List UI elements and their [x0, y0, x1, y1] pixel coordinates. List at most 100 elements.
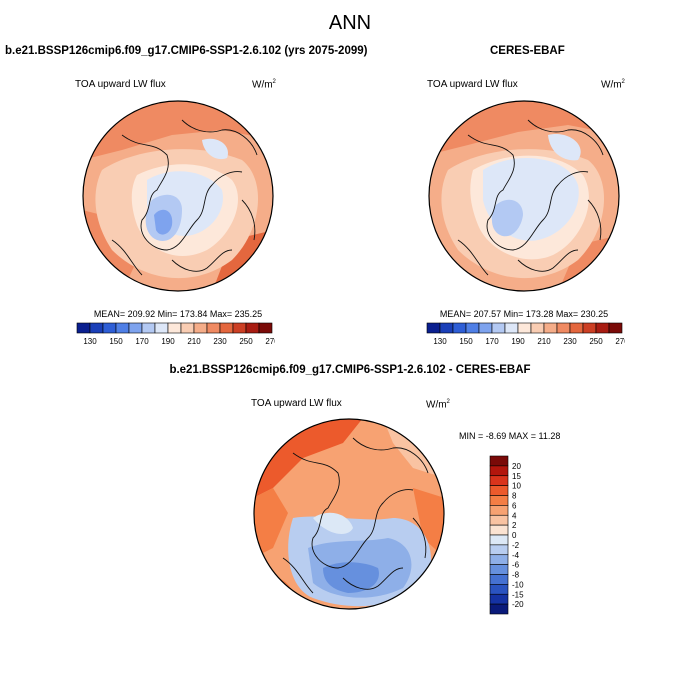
obs-variable-label: TOA upward LW flux: [427, 79, 518, 90]
model-field-layer: [83, 101, 273, 291]
diff-colorbar-tick-label: 20: [512, 462, 521, 471]
diff-colorbar-tick-label: 10: [512, 482, 521, 491]
diff-colorbar-tick-label: 0: [512, 531, 517, 540]
obs-colorbar-swatch: [582, 322, 597, 334]
obs-colorbar-tick-label: 250: [589, 337, 603, 346]
obs-colorbar-swatch: [517, 322, 532, 334]
model-colorbar-tick-label: 270: [265, 337, 275, 346]
diff-field-layer: [254, 419, 444, 609]
diff-colorbar-swatch: [489, 584, 509, 595]
model-colorbar-swatch: [128, 322, 143, 334]
model-colorbar-tick-label: 190: [161, 337, 175, 346]
model-colorbar-tick-label: 170: [135, 337, 149, 346]
model-variable-label: TOA upward LW flux: [75, 79, 166, 90]
model-colorbar-tick-label: 130: [83, 337, 97, 346]
diff-colorbar-swatch: [489, 574, 509, 585]
diff-colorbar-swatch: [489, 514, 509, 526]
model-colorbar-swatch: [193, 322, 208, 334]
model-colorbar-swatch: [115, 322, 130, 334]
obs-colorbar-tick-label: 210: [537, 337, 551, 346]
model-colorbar-swatch: [258, 322, 273, 334]
model-colorbar-swatch: [89, 322, 104, 334]
obs-colorbar-swatch: [556, 322, 571, 334]
diff-colorbar-swatch: [489, 593, 509, 605]
obs-polar-map: [428, 100, 620, 292]
diff-polar-map: [253, 418, 445, 610]
diff-colorbar-tick-label: 2: [512, 521, 517, 530]
diff-coastlines: [282, 437, 429, 594]
diff-colorbar-swatch: [489, 544, 509, 556]
model-colorbar-swatch: [102, 322, 117, 334]
diff-colorbar-tick-label: -6: [512, 561, 520, 570]
obs-colorbar-tick-label: 170: [485, 337, 499, 346]
diff-colorbar-swatch: [489, 475, 509, 486]
model-polar-map: [82, 100, 274, 292]
obs-colorbar-swatch: [569, 322, 584, 334]
model-colorbar: 130 150 170 190 210 230 250 270: [76, 322, 275, 346]
model-colorbar-swatch: [167, 322, 182, 334]
diff-units-label: W/m2: [426, 399, 450, 411]
obs-colorbar-tick-label: 130: [433, 337, 447, 346]
diff-colorbar-tick-label: 4: [512, 511, 517, 520]
diff-colorbar-tick-label: 15: [512, 472, 521, 481]
model-colorbar-swatch: [141, 322, 156, 334]
model-colorbar-swatch: [180, 322, 195, 334]
model-colorbar-swatch: [219, 322, 234, 334]
obs-colorbar-swatch: [491, 322, 506, 334]
obs-colorbar-swatch: [478, 322, 493, 334]
obs-colorbar-swatch: [452, 322, 467, 334]
model-stats: MEAN= 209.92 Min= 173.84 Max= 235.25: [93, 309, 263, 319]
obs-stats: MEAN= 207.57 Min= 173.28 Max= 230.25: [439, 309, 609, 319]
obs-colorbar-tick-label: 190: [511, 337, 525, 346]
diff-colorbar-swatch: [489, 465, 509, 477]
obs-colorbar-tick-label: 150: [459, 337, 473, 346]
diff-stats: MIN = -8.69 MAX = 11.28: [459, 431, 561, 441]
diff-colorbar-swatch: [489, 534, 509, 546]
obs-colorbar: 130 150 170 190 210 230 250 270: [426, 322, 625, 346]
diff-colorbar-tick-label: 8: [512, 492, 517, 501]
obs-coastlines: [457, 119, 604, 276]
model-panel-title: b.e21.BSSP126cmip6.f09_g17.CMIP6-SSP1-2.…: [5, 45, 368, 57]
diff-colorbar-tick-label: -20: [512, 600, 524, 609]
model-colorbar-tick-label: 210: [187, 337, 201, 346]
obs-colorbar-swatch: [530, 322, 545, 334]
diff-variable-label: TOA upward LW flux: [251, 398, 342, 409]
obs-colorbar-swatch: [543, 322, 558, 334]
obs-units-label: W/m2: [601, 79, 625, 91]
obs-colorbar-tick-label: 270: [615, 337, 625, 346]
diff-colorbar-swatch: [489, 455, 509, 467]
diff-colorbar-swatch: [489, 603, 509, 615]
obs-colorbar-swatch: [595, 322, 610, 334]
obs-colorbar-tick-label: 230: [563, 337, 577, 346]
diff-colorbar-tick-label: -8: [512, 571, 520, 580]
obs-colorbar-swatch: [504, 322, 519, 334]
diff-colorbar-tick-label: -2: [512, 541, 520, 550]
diff-colorbar-swatch: [489, 564, 509, 575]
diff-colorbar-tick-label: 6: [512, 501, 517, 510]
diff-colorbar-tick-label: -15: [512, 590, 524, 599]
model-units-label: W/m2: [252, 79, 276, 91]
obs-colorbar-swatch: [608, 322, 623, 334]
diff-colorbar-swatch: [489, 524, 509, 536]
model-colorbar-swatch: [76, 322, 91, 334]
diff-colorbar-swatch: [489, 554, 509, 565]
model-colorbar-tick-label: 230: [213, 337, 227, 346]
model-colorbar-swatch: [232, 322, 247, 334]
diff-colorbar-swatch: [489, 485, 509, 496]
diff-panel-title: b.e21.BSSP126cmip6.f09_g17.CMIP6-SSP1-2.…: [169, 364, 531, 376]
diff-colorbar-tick-label: -10: [512, 580, 524, 589]
model-colorbar-swatch: [206, 322, 221, 334]
obs-colorbar-swatch: [465, 322, 480, 334]
model-colorbar-swatch: [154, 322, 169, 334]
figure-title: ANN: [328, 12, 372, 34]
model-colorbar-tick-label: 250: [239, 337, 253, 346]
model-coastlines: [111, 119, 258, 276]
obs-panel-title: CERES-EBAF: [490, 45, 565, 57]
obs-colorbar-swatch: [439, 322, 454, 334]
diff-colorbar-swatch: [489, 505, 509, 516]
model-colorbar-tick-label: 150: [109, 337, 123, 346]
diff-colorbar-tick-label: -4: [512, 551, 520, 560]
model-colorbar-swatch: [245, 322, 260, 334]
diff-colorbar-swatch: [489, 495, 509, 506]
